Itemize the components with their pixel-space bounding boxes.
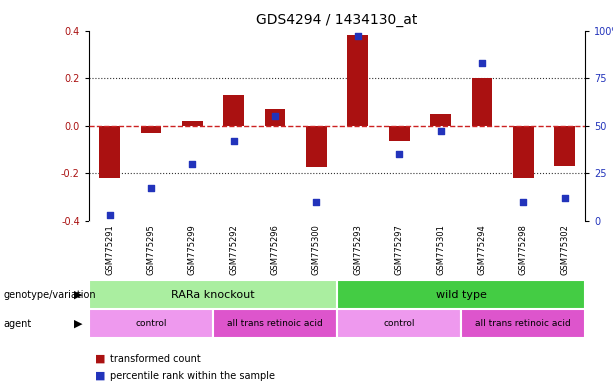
Text: percentile rank within the sample: percentile rank within the sample — [110, 371, 275, 381]
Bar — [462, 309, 585, 338]
Bar — [306, 126, 327, 167]
Text: ▶: ▶ — [74, 318, 82, 329]
Bar — [213, 309, 337, 338]
Text: agent: agent — [3, 318, 31, 329]
Text: genotype/variation: genotype/variation — [3, 290, 96, 300]
Bar — [430, 114, 451, 126]
Text: RARa knockout: RARa knockout — [171, 290, 255, 300]
Bar — [337, 280, 585, 309]
Text: GSM775298: GSM775298 — [519, 224, 528, 275]
Bar — [140, 126, 161, 133]
Text: ■: ■ — [95, 354, 105, 364]
Text: ■: ■ — [95, 371, 105, 381]
Point — [105, 212, 115, 218]
Bar — [265, 109, 286, 126]
Point — [436, 128, 446, 134]
Point — [353, 33, 363, 40]
Text: GSM775293: GSM775293 — [353, 224, 362, 275]
Text: GSM775294: GSM775294 — [478, 224, 487, 275]
Point — [519, 199, 528, 205]
Text: all trans retinoic acid: all trans retinoic acid — [227, 319, 323, 328]
Bar — [89, 280, 337, 309]
Bar — [89, 309, 213, 338]
Text: wild type: wild type — [436, 290, 487, 300]
Bar — [471, 78, 492, 126]
Bar — [182, 121, 203, 126]
Text: GSM775301: GSM775301 — [436, 224, 445, 275]
Point — [311, 199, 321, 205]
Point — [560, 195, 569, 201]
Text: all trans retinoic acid: all trans retinoic acid — [476, 319, 571, 328]
Text: GSM775296: GSM775296 — [270, 224, 280, 275]
Text: control: control — [384, 319, 415, 328]
Text: GSM775302: GSM775302 — [560, 224, 569, 275]
Bar — [554, 126, 575, 166]
Bar — [223, 95, 244, 126]
Point — [188, 161, 197, 167]
Text: GSM775291: GSM775291 — [105, 224, 114, 275]
Point — [394, 151, 404, 157]
Text: GSM775295: GSM775295 — [147, 224, 156, 275]
Text: GSM775292: GSM775292 — [229, 224, 238, 275]
Point — [270, 113, 280, 119]
Bar — [337, 309, 461, 338]
Bar — [99, 126, 120, 178]
Text: transformed count: transformed count — [110, 354, 201, 364]
Point — [229, 138, 238, 144]
Text: GSM775299: GSM775299 — [188, 224, 197, 275]
Point — [477, 60, 487, 66]
Text: control: control — [135, 319, 167, 328]
Text: GSM775297: GSM775297 — [395, 224, 404, 275]
Point — [146, 185, 156, 192]
Text: GSM775300: GSM775300 — [312, 224, 321, 275]
Bar — [389, 126, 409, 141]
Text: ▶: ▶ — [74, 290, 82, 300]
Bar — [348, 35, 368, 126]
Bar — [513, 126, 534, 178]
Title: GDS4294 / 1434130_at: GDS4294 / 1434130_at — [256, 13, 418, 27]
